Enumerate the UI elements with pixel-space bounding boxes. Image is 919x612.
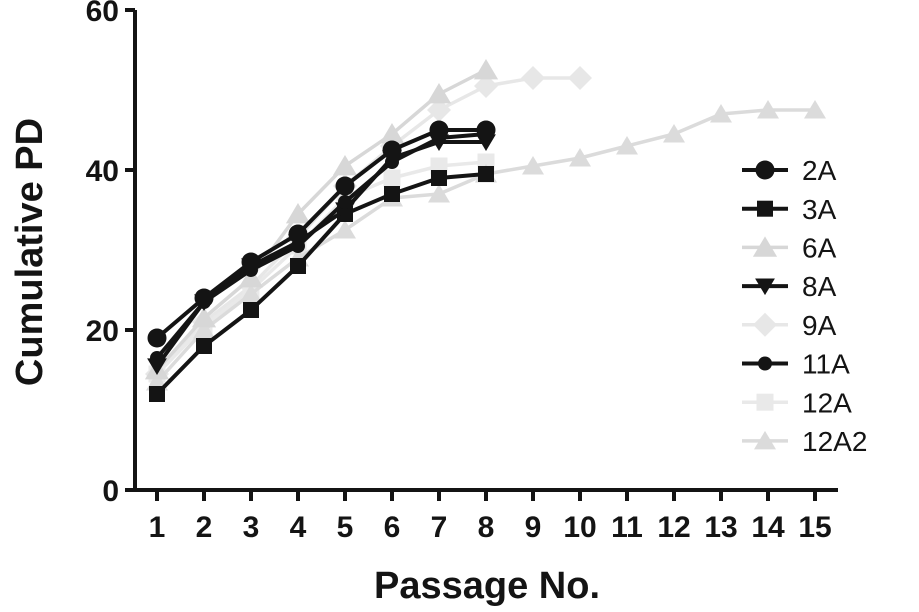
data-point-3A-p7 [431,170,447,186]
legend-label-6A: 6A [802,232,837,263]
legend-marker-12A2-icon [754,430,776,450]
legend-item-12A2: 12A2 [742,426,867,457]
x-tick-label: 5 [337,511,354,544]
y-axis-title: Cumulative PD [9,118,51,386]
data-point-6A-p5 [332,155,358,176]
data-point-3A-p8 [478,166,494,182]
series-2A [147,120,496,348]
legend-marker-11A-icon [758,356,772,371]
data-point-2A-p3 [241,252,261,272]
data-point-6A-p3 [238,267,264,288]
data-point-12A2-p5 [334,220,356,239]
y-tick-label: 20 [86,315,119,348]
legend-marker-6A-icon [752,236,778,257]
x-tick-label: 12 [657,511,690,544]
data-point-12A2-p11 [616,136,638,155]
data-point-12A-p6 [383,169,401,187]
data-point-12A2-p10 [569,148,591,167]
legend-label-8A: 8A [802,271,837,302]
x-tick-label: 10 [563,511,596,544]
series-layer [144,59,826,402]
y-tick-label: 60 [86,0,119,28]
x-tick-label: 8 [478,511,495,544]
data-point-6A-p7 [426,83,452,104]
data-point-3A-p6 [384,186,400,202]
data-point-9A-p9 [521,66,545,90]
x-tick-label: 11 [611,511,643,544]
data-point-11A-p5 [338,195,352,209]
legend-label-2A: 2A [802,155,837,186]
legend-marker-2A-icon [755,160,775,180]
x-tick-label: 7 [431,511,448,544]
data-point-12A2-p2 [193,320,215,339]
legend-marker-3A-icon [757,200,773,217]
data-point-2A-p8 [476,120,496,140]
legend-label-9A: 9A [802,310,837,341]
data-point-2A-p7 [429,120,449,140]
series-line-9A [155,76,580,376]
legend-item-12A: 12A [742,387,852,418]
data-point-6A-p6 [379,123,405,144]
data-point-2A-p6 [382,140,402,160]
data-point-3A-p2 [196,338,212,354]
data-point-12A2-p9 [522,156,544,175]
legend-marker-12A-icon [756,393,774,411]
x-tick-label: 9 [525,511,542,544]
x-tick-label: 6 [384,511,401,544]
y-tick-label: 40 [86,155,119,188]
data-point-2A-p5 [335,176,355,196]
x-axis-title: Passage No. [374,565,600,607]
legend-marker-8A-icon [755,278,775,296]
legend-item-2A: 2A [742,155,837,186]
x-tick-label: 1 [149,511,166,544]
data-point-3A-p4 [290,258,306,274]
series-line-3A [155,172,487,396]
legend-label-3A: 3A [802,194,837,225]
data-point-12A2-p13 [710,104,732,123]
y-tick-label: 0 [102,475,119,508]
legend-label-11A: 11A [802,349,850,380]
data-point-2A-p4 [288,224,308,244]
data-point-9A-p10 [568,66,592,90]
data-point-12A2-p15 [804,100,826,119]
x-tick-label: 13 [704,511,737,544]
data-point-12A2-p12 [663,124,685,143]
legend: 2A 3A 6A 8A 9A 11A 12A 12A2 [742,155,867,457]
data-point-9A-p7 [427,98,451,122]
data-point-6A-p2 [191,307,217,328]
legend-item-3A: 3A [742,194,837,225]
data-point-6A-p4 [285,203,311,224]
data-point-2A-p2 [194,288,214,308]
legend-label-12A: 12A [802,387,852,418]
data-point-11A-p1 [150,351,164,365]
x-tick-label: 14 [751,511,785,544]
data-point-2A-p1 [147,328,167,348]
x-tick-label: 4 [290,511,307,544]
data-point-3A-p3 [243,302,259,318]
x-tick-label: 3 [243,511,260,544]
legend-item-11A: 11A [742,349,850,380]
legend-label-12A2: 12A2 [802,426,867,457]
data-point-3A-p1 [149,386,165,402]
legend-item-9A: 9A [742,310,837,341]
data-point-12A2-p7 [428,184,450,203]
x-tick-label: 2 [196,511,213,544]
data-point-9A-p8 [474,74,498,98]
legend-marker-9A-icon [753,312,777,337]
data-point-12A2-p3 [240,284,262,303]
legend-item-8A: 8A [742,271,837,302]
x-tick-label: 15 [798,511,831,544]
data-point-6A-p8 [473,59,499,80]
legend-item-6A: 6A [742,232,837,263]
series-6A [144,59,499,380]
data-point-12A2-p14 [757,100,779,119]
